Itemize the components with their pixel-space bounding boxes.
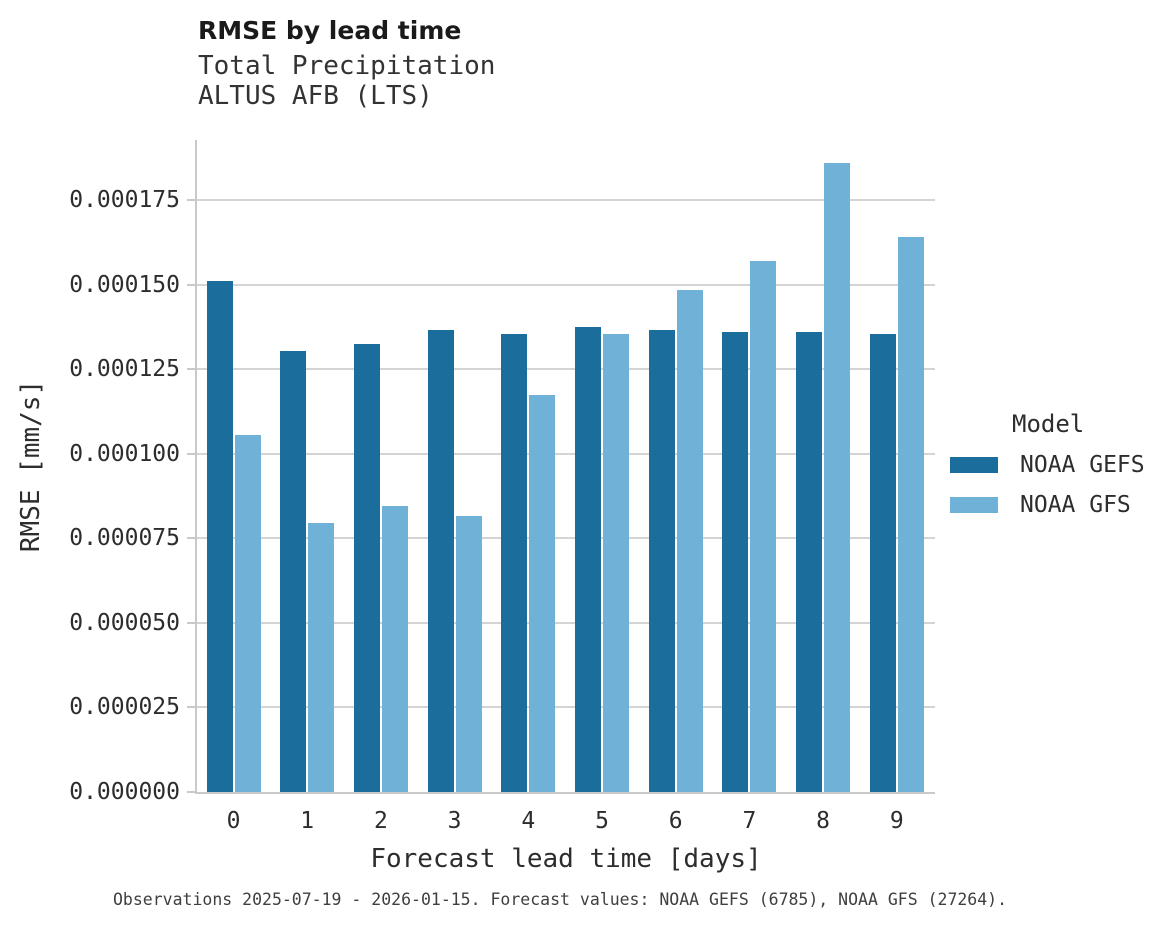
bar-noaa-gfs-day-0 [234, 435, 261, 792]
bar-noaa-gfs-day-9 [897, 237, 924, 792]
y-tick-labels: 0.000000 0.000025 0.000050 0.000075 0.000100… [0, 140, 180, 805]
y-tick-label: 0.000175 [69, 187, 180, 214]
x-axis-line [195, 792, 935, 794]
x-tick-label: 9 [889, 808, 904, 834]
gridline [197, 537, 935, 540]
bar-noaa-gfs-day-2 [381, 506, 408, 792]
x-tick-label: 2 [373, 808, 388, 834]
bar-noaa-gfs-day-4 [529, 394, 556, 792]
x-tick-labels: 0 1 2 3 4 5 6 7 8 9 [197, 808, 935, 838]
y-tick-label: 0.000050 [69, 609, 180, 636]
y-axis-line [195, 140, 197, 792]
x-tick-label: 8 [816, 808, 831, 834]
y-tick-mark [187, 537, 196, 540]
legend-entry-noaa-gefs: NOAA GEFS [950, 452, 1145, 478]
subtitle-line-1: Total Precipitation [198, 51, 496, 81]
y-tick-label: 0.000125 [69, 356, 180, 383]
x-tick-label: 0 [226, 808, 241, 834]
y-tick-label: 0.000100 [69, 440, 180, 467]
chart-subtitle: Total Precipitation ALTUS AFB (LTS) [198, 51, 495, 111]
y-tick-mark [187, 706, 196, 709]
y-tick-label: 0.000000 [69, 779, 180, 805]
bar-noaa-gfs-day-3 [455, 516, 482, 792]
legend-title: Model [1012, 410, 1085, 438]
y-tick-mark [187, 199, 196, 202]
y-tick-label: 0.000025 [69, 694, 180, 721]
bar-noaa-gefs-day-6 [648, 330, 675, 792]
bar-noaa-gefs-day-4 [501, 333, 528, 792]
x-tick-label: 7 [742, 808, 757, 834]
y-tick-label: 0.000075 [69, 525, 180, 552]
x-tick-label: 3 [447, 808, 462, 834]
bar-noaa-gefs-day-7 [722, 331, 749, 792]
gridline [197, 199, 935, 202]
legend-swatch-icon [950, 497, 998, 513]
x-axis-title: Forecast lead time [days] [370, 844, 762, 874]
x-tick-label: 5 [595, 808, 609, 834]
subtitle-line-2: ALTUS AFB (LTS) [198, 81, 433, 111]
bar-noaa-gefs-day-5 [575, 326, 601, 792]
y-tick-mark [187, 283, 196, 286]
caption: Observations 2025-07-19 - 2026-01-15. Fo… [113, 890, 1008, 909]
plot-area [187, 140, 935, 794]
legend-label: NOAA GEFS [1020, 452, 1145, 478]
gridline [197, 283, 935, 286]
gridline [197, 452, 935, 455]
bar-noaa-gefs-day-8 [796, 331, 823, 792]
legend-label: NOAA GFS [1020, 492, 1131, 518]
legend-entry-noaa-gfs: NOAA GFS [950, 492, 1145, 518]
legend: Model NOAA GEFS NOAA GFS [950, 410, 1145, 532]
bar-noaa-gefs-day-9 [869, 333, 896, 792]
bar-noaa-gfs-day-8 [824, 162, 851, 792]
bar-noaa-gfs-day-5 [603, 333, 629, 792]
x-tick-label: 6 [668, 808, 683, 834]
y-tick-mark [187, 621, 196, 624]
bar-noaa-gefs-day-0 [206, 281, 233, 792]
bar-noaa-gefs-day-3 [427, 330, 454, 792]
gridline [197, 368, 935, 371]
y-tick-mark [187, 452, 196, 455]
bar-noaa-gfs-day-6 [676, 289, 703, 792]
gridline [197, 621, 935, 624]
gridline [197, 706, 935, 709]
bar-noaa-gefs-day-1 [280, 350, 307, 792]
legend-swatch-icon [950, 457, 998, 473]
x-tick-label: 4 [521, 808, 536, 834]
bar-noaa-gfs-day-7 [750, 260, 777, 792]
y-tick-label: 0.000150 [69, 271, 180, 298]
bar-noaa-gefs-day-2 [353, 343, 380, 792]
y-tick-mark [187, 791, 196, 793]
bar-noaa-gfs-day-1 [308, 523, 335, 792]
y-tick-mark [187, 368, 196, 371]
x-tick-label: 1 [300, 808, 315, 834]
chart-title: RMSE by lead time [198, 16, 462, 45]
